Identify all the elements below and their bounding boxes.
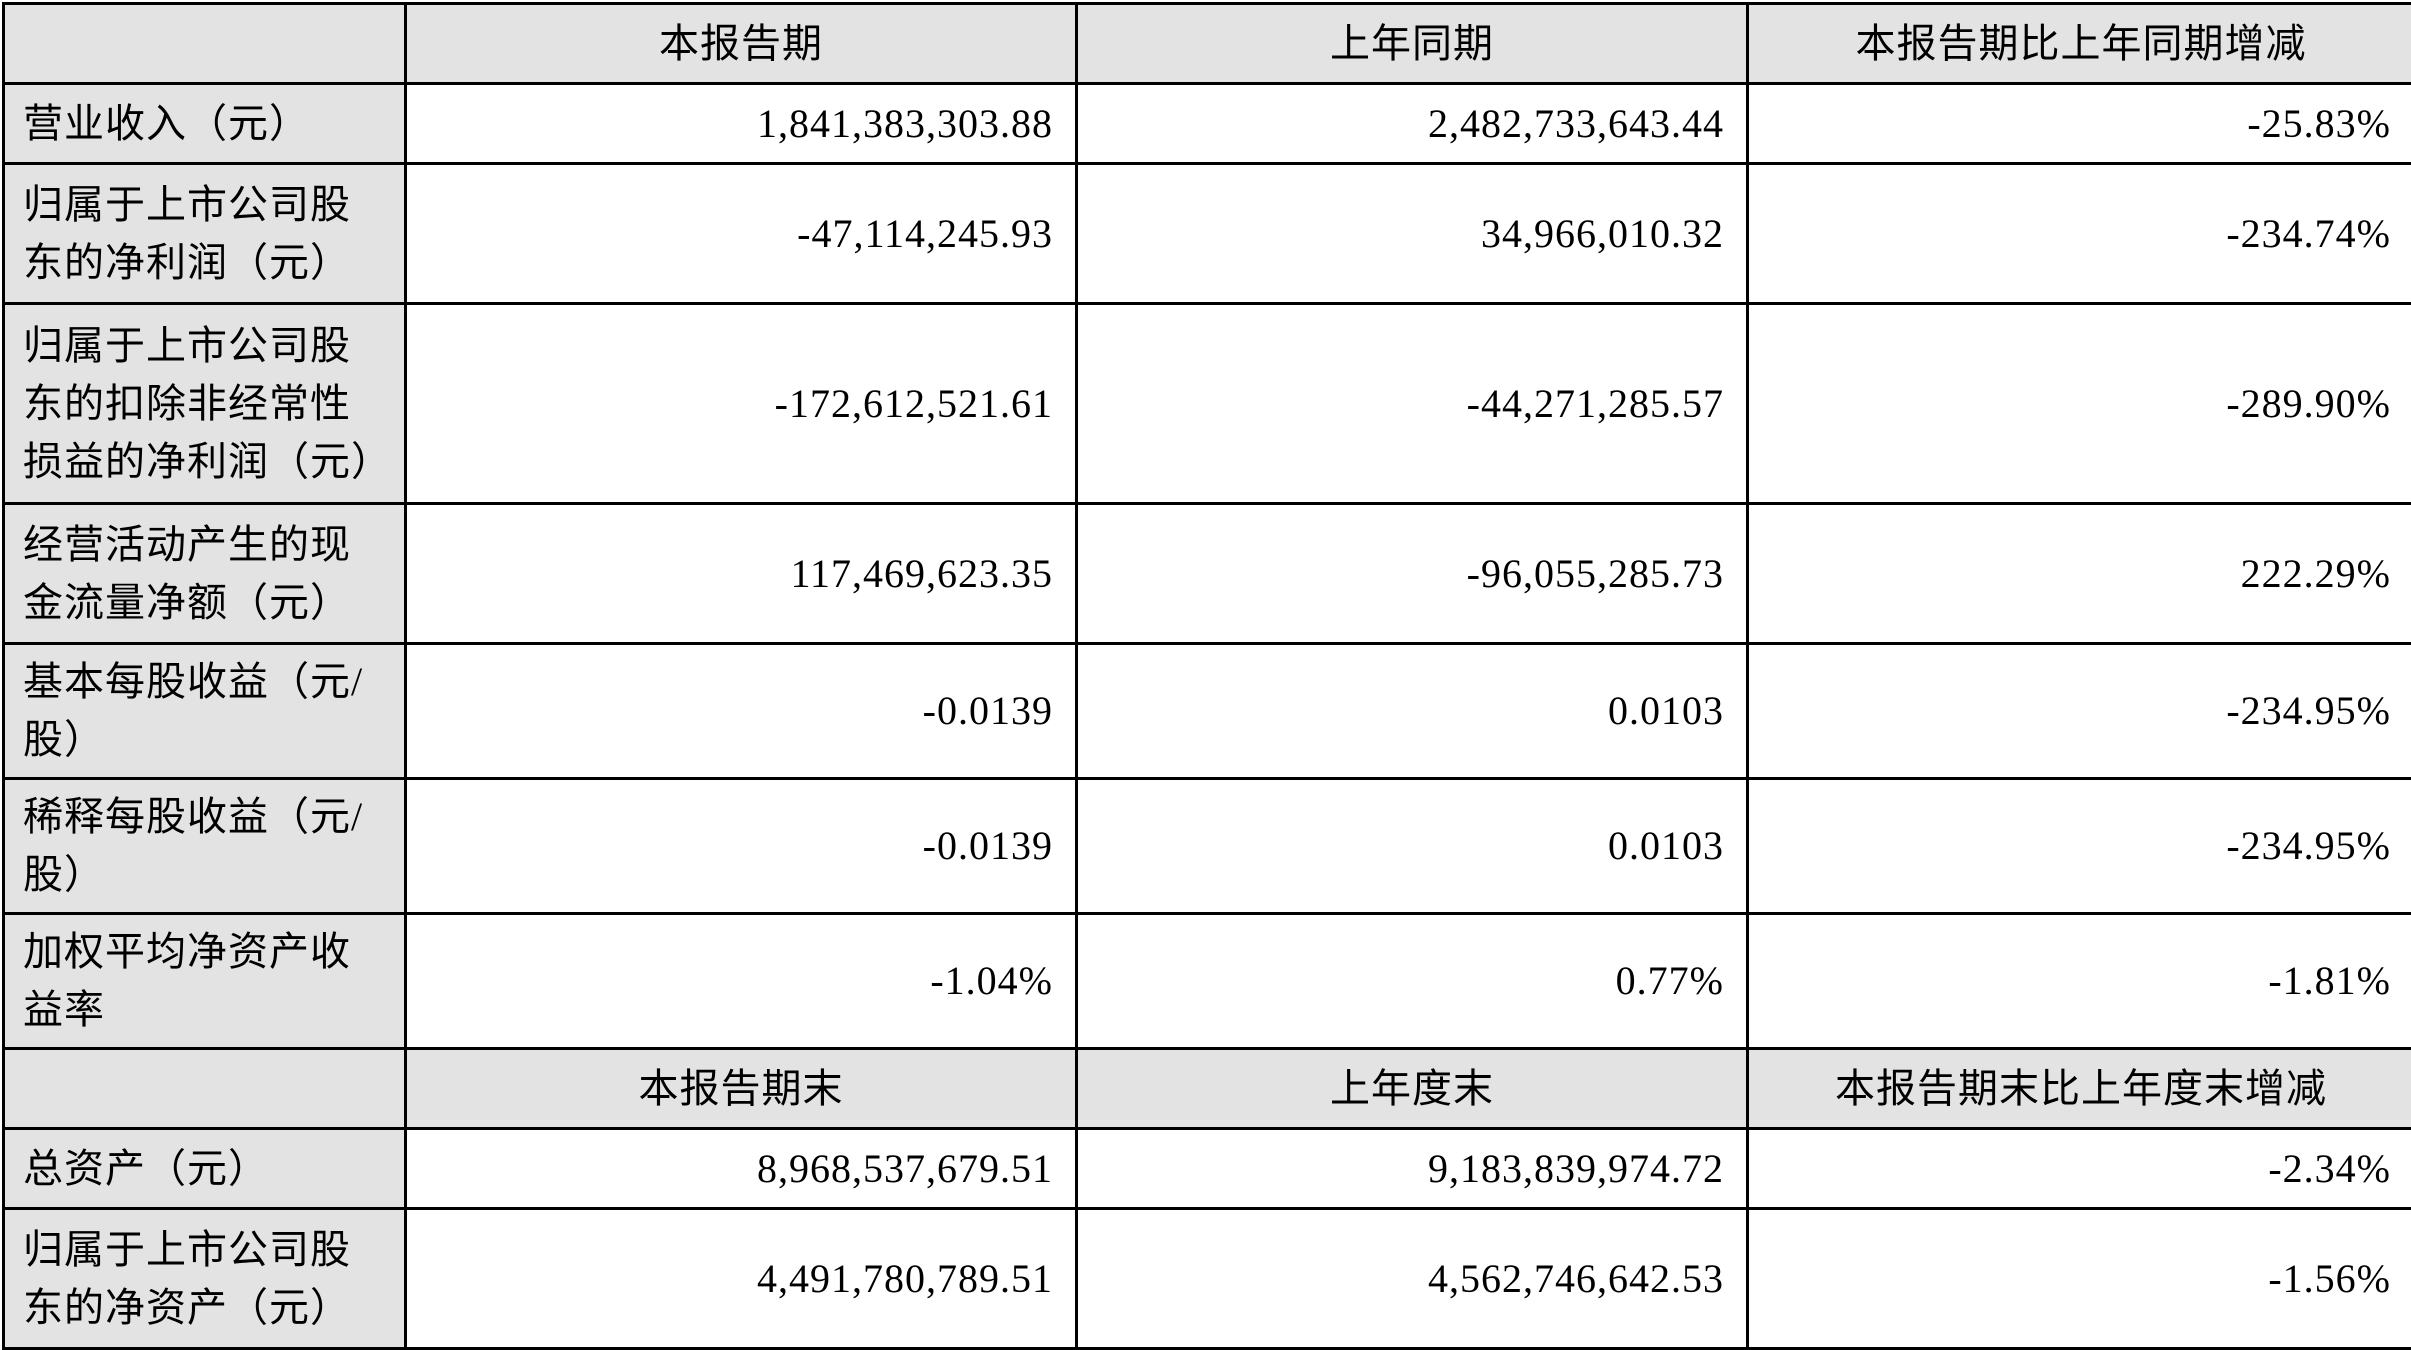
- row-value-prior: -96,055,285.73: [1077, 504, 1748, 644]
- row-label: 营业收入（元）: [4, 84, 406, 164]
- row-label: 总资产（元）: [4, 1129, 406, 1209]
- row-value-prior: 4,562,746,642.53: [1077, 1209, 1748, 1349]
- table-row: 加权平均净资产收益率 -1.04% 0.77% -1.81%: [4, 914, 2411, 1049]
- header-current-period: 本报告期: [406, 4, 1077, 84]
- row-value-current: 8,968,537,679.51: [406, 1129, 1077, 1209]
- header-prior-year-end: 上年度末: [1077, 1049, 1748, 1129]
- header-change: 本报告期比上年同期增减: [1748, 4, 2411, 84]
- financial-table: 本报告期 上年同期 本报告期比上年同期增减 营业收入（元） 1,841,383,…: [2, 2, 2411, 1350]
- header-prior-period: 上年同期: [1077, 4, 1748, 84]
- row-value-current: -172,612,521.61: [406, 304, 1077, 504]
- row-label: 基本每股收益（元/股）: [4, 644, 406, 779]
- row-value-current: -1.04%: [406, 914, 1077, 1049]
- table-row: 营业收入（元） 1,841,383,303.88 2,482,733,643.4…: [4, 84, 2411, 164]
- table-row: 归属于上市公司股东的净利润（元） -47,114,245.93 34,966,0…: [4, 164, 2411, 304]
- row-value-change: -289.90%: [1748, 304, 2411, 504]
- row-value-change: -2.34%: [1748, 1129, 2411, 1209]
- table-header-2: 本报告期末 上年度末 本报告期末比上年度末增减: [4, 1049, 2411, 1129]
- row-value-prior: 0.0103: [1077, 779, 1748, 914]
- row-value-prior: 9,183,839,974.72: [1077, 1129, 1748, 1209]
- row-label: 加权平均净资产收益率: [4, 914, 406, 1049]
- row-label: 稀释每股收益（元/股）: [4, 779, 406, 914]
- row-value-change: -1.81%: [1748, 914, 2411, 1049]
- row-label: 归属于上市公司股东的净资产（元）: [4, 1209, 406, 1349]
- table-header-1: 本报告期 上年同期 本报告期比上年同期增减: [4, 4, 2411, 84]
- table-row: 总资产（元） 8,968,537,679.51 9,183,839,974.72…: [4, 1129, 2411, 1209]
- header-period-end: 本报告期末: [406, 1049, 1077, 1129]
- row-value-change: -1.56%: [1748, 1209, 2411, 1349]
- row-value-current: 1,841,383,303.88: [406, 84, 1077, 164]
- row-label: 经营活动产生的现金流量净额（元）: [4, 504, 406, 644]
- header-blank: [4, 4, 406, 84]
- table-row: 归属于上市公司股东的净资产（元） 4,491,780,789.51 4,562,…: [4, 1209, 2411, 1349]
- row-value-current: -0.0139: [406, 644, 1077, 779]
- row-value-change: -25.83%: [1748, 84, 2411, 164]
- row-value-prior: 0.0103: [1077, 644, 1748, 779]
- row-value-current: 117,469,623.35: [406, 504, 1077, 644]
- header-blank-2: [4, 1049, 406, 1129]
- table-row: 归属于上市公司股东的扣除非经常性损益的净利润（元） -172,612,521.6…: [4, 304, 2411, 504]
- row-value-change: -234.74%: [1748, 164, 2411, 304]
- row-value-change: 222.29%: [1748, 504, 2411, 644]
- row-value-current: -47,114,245.93: [406, 164, 1077, 304]
- header-change-2: 本报告期末比上年度末增减: [1748, 1049, 2411, 1129]
- row-value-prior: 34,966,010.32: [1077, 164, 1748, 304]
- row-label: 归属于上市公司股东的净利润（元）: [4, 164, 406, 304]
- row-value-current: -0.0139: [406, 779, 1077, 914]
- row-value-change: -234.95%: [1748, 644, 2411, 779]
- row-value-change: -234.95%: [1748, 779, 2411, 914]
- row-value-prior: 2,482,733,643.44: [1077, 84, 1748, 164]
- row-value-prior: -44,271,285.57: [1077, 304, 1748, 504]
- row-value-current: 4,491,780,789.51: [406, 1209, 1077, 1349]
- table-row: 经营活动产生的现金流量净额（元） 117,469,623.35 -96,055,…: [4, 504, 2411, 644]
- table-row: 基本每股收益（元/股） -0.0139 0.0103 -234.95%: [4, 644, 2411, 779]
- table-row: 稀释每股收益（元/股） -0.0139 0.0103 -234.95%: [4, 779, 2411, 914]
- row-value-prior: 0.77%: [1077, 914, 1748, 1049]
- row-label: 归属于上市公司股东的扣除非经常性损益的净利润（元）: [4, 304, 406, 504]
